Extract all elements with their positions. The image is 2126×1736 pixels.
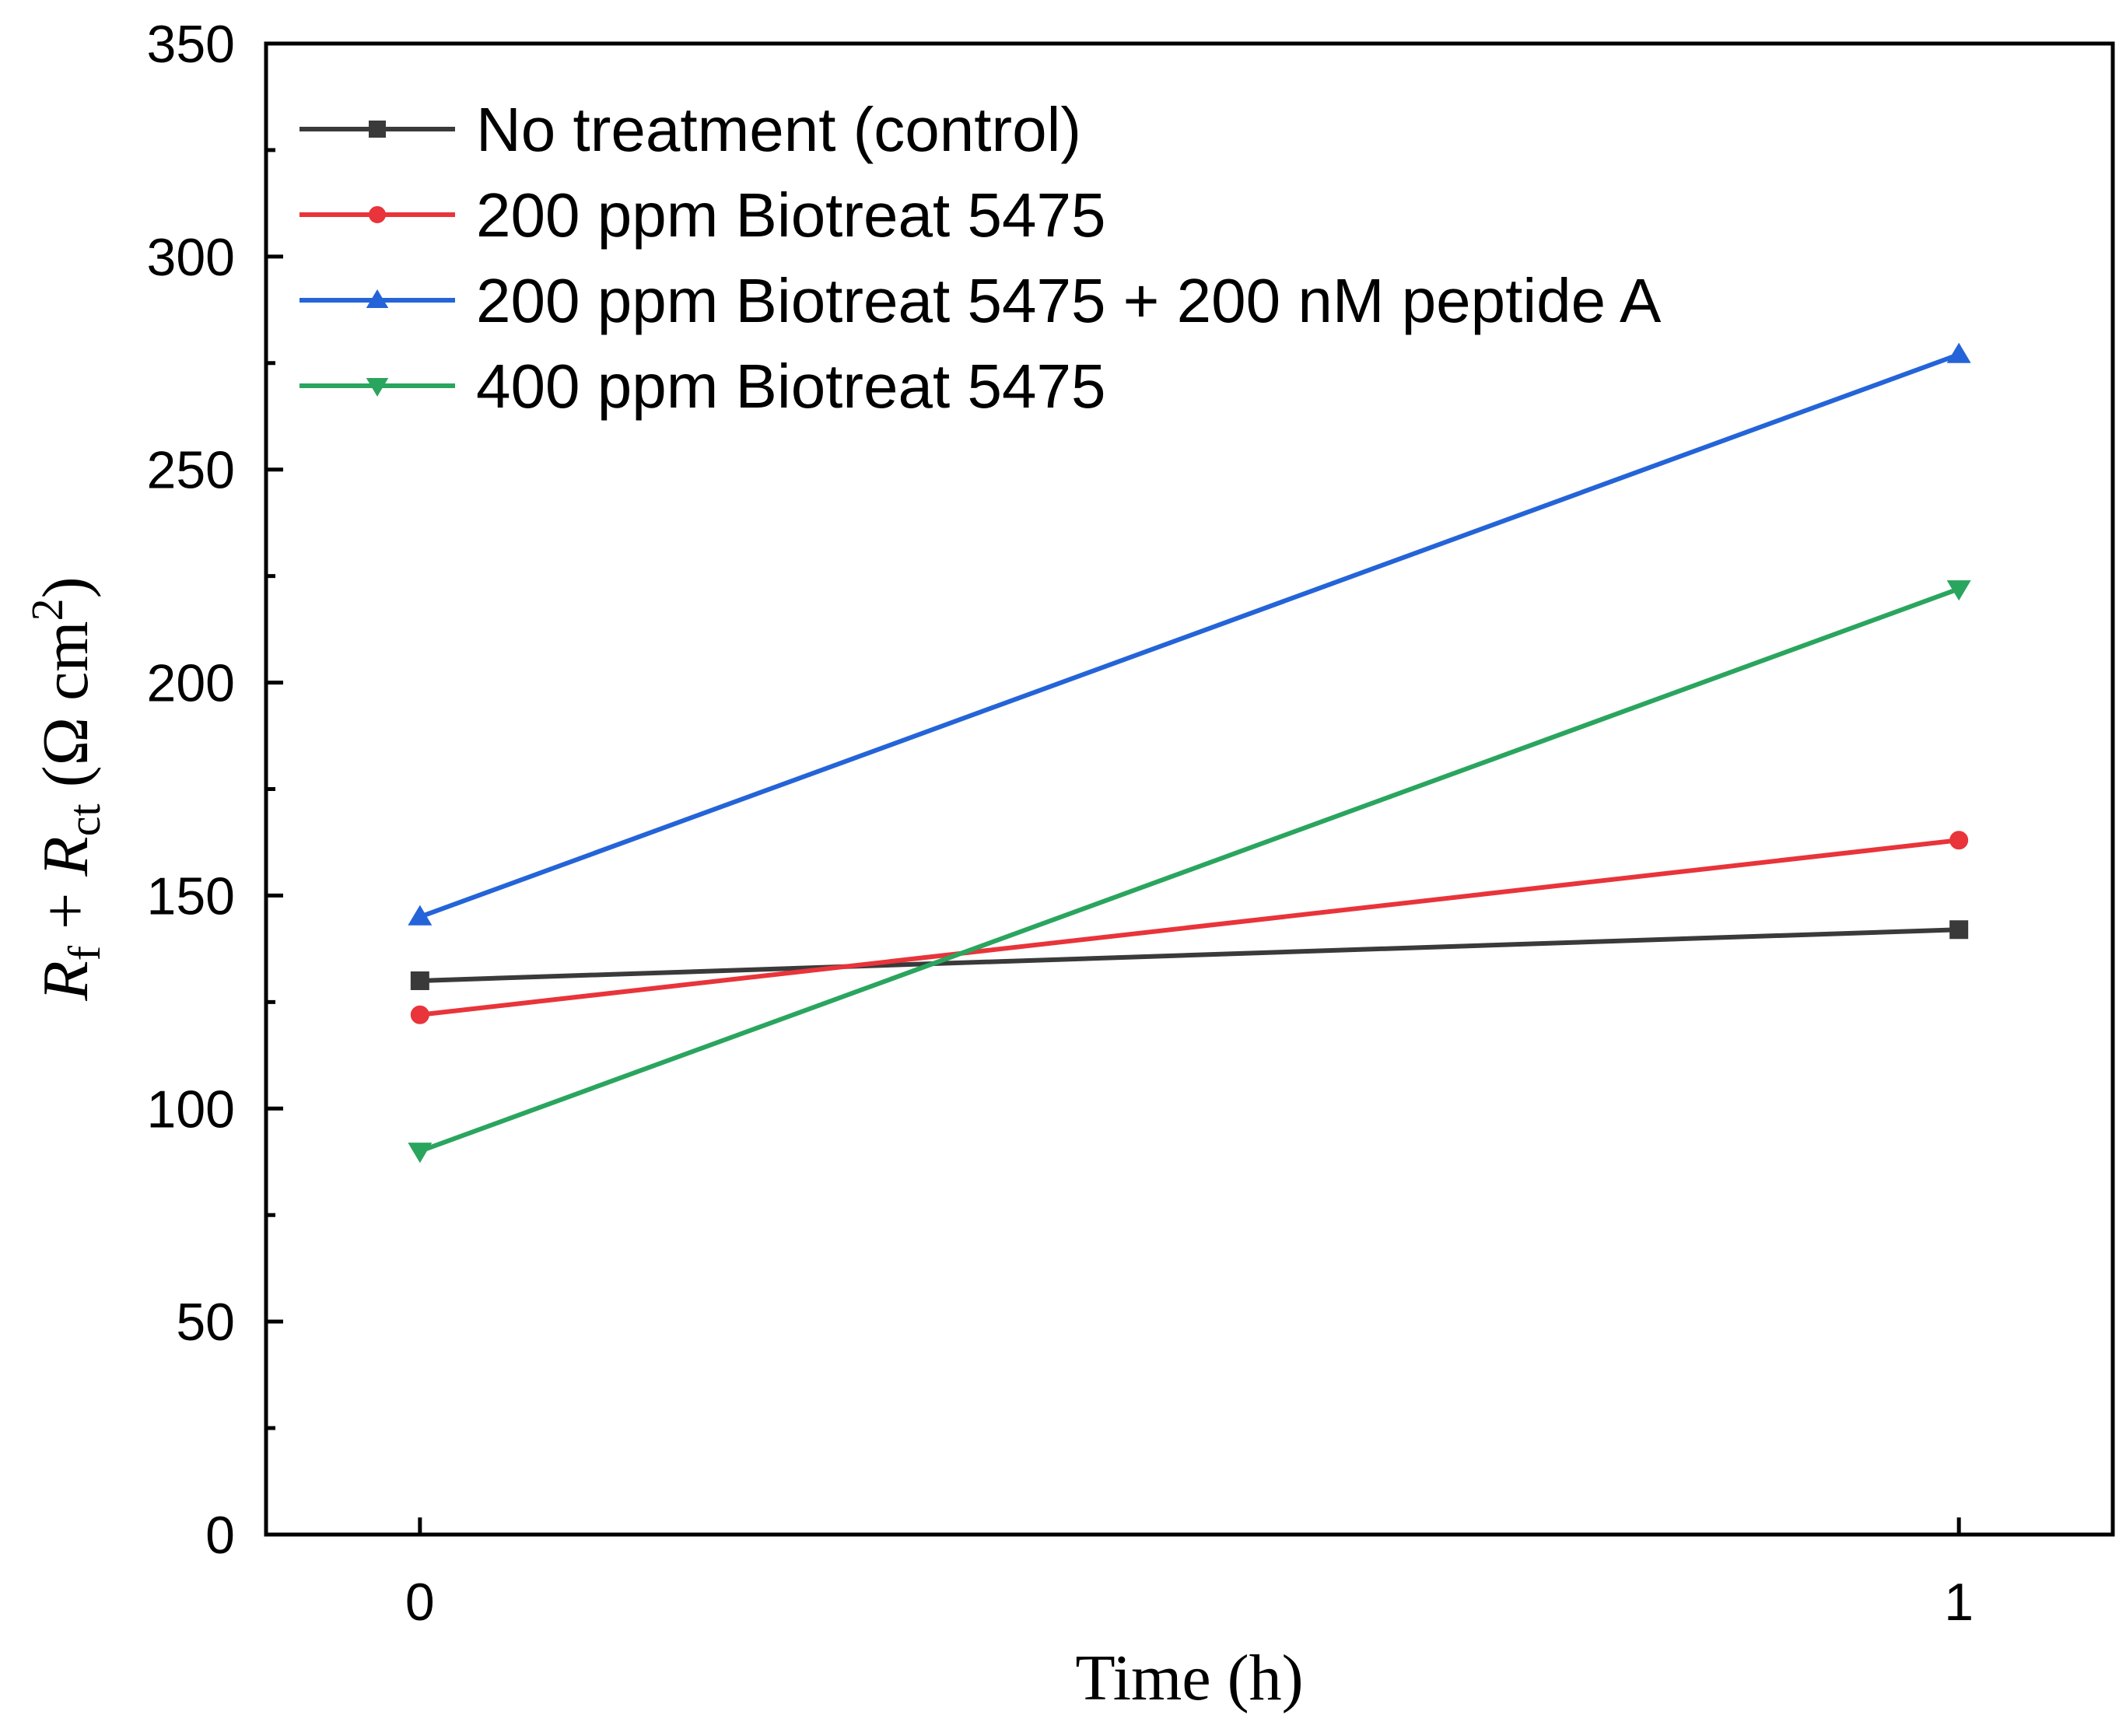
data-point — [1949, 920, 1969, 940]
legend-marker — [369, 121, 386, 138]
legend-label: 200 ppm Biotreat 5475 + 200 nM peptide A — [476, 266, 1662, 335]
y-axis-sub-f: f — [59, 945, 110, 961]
y-axis-symbol-r2: R — [30, 836, 102, 877]
legend-item: 200 ppm Biotreat 5475 + 200 nM peptide A — [299, 266, 1662, 335]
y-tick-label: 50 — [176, 1293, 235, 1352]
y-tick-label: 350 — [147, 15, 235, 74]
series-layer — [408, 342, 1971, 1164]
series-line — [419, 352, 1960, 919]
legend-item: No treatment (control) — [299, 95, 1081, 164]
data-point — [410, 1005, 429, 1024]
y-tick-label: 300 — [147, 228, 235, 287]
x-tick-label: 0 — [405, 1573, 435, 1632]
data-point — [1949, 831, 1969, 850]
legend-marker — [366, 378, 389, 397]
data-point — [408, 1143, 433, 1164]
legend-marker — [369, 206, 386, 223]
series-line — [419, 927, 1960, 983]
data-point — [410, 971, 429, 990]
series-line — [419, 838, 1960, 1017]
y-axis-unit-sup: 2 — [22, 598, 72, 621]
legend-marker — [366, 289, 389, 308]
legend-label: 400 ppm Biotreat 5475 — [476, 352, 1105, 421]
y-axis-unit: (Ω cm — [30, 621, 102, 803]
x-tick-label: 1 — [1944, 1573, 1974, 1632]
data-point — [1946, 342, 1971, 363]
series-3 — [408, 342, 1971, 926]
y-tick-label: 0 — [205, 1506, 235, 1565]
data-point — [1946, 580, 1971, 601]
legend-item: 400 ppm Biotreat 5475 — [299, 352, 1105, 421]
y-tick-label: 250 — [147, 441, 235, 500]
y-tick-label: 100 — [147, 1080, 235, 1139]
y-axis-plus: + — [30, 877, 102, 946]
y-axis-sub-ct: ct — [59, 803, 110, 836]
y-axis-title: Rf + Rct (Ω cm2) — [22, 576, 110, 1001]
y-axis: 0 50 100 150 200 250 300 350 — [147, 15, 283, 1565]
series-line — [419, 586, 1960, 1153]
legend: No treatment (control) 200 ppm Biotreat 5… — [299, 95, 1662, 421]
series-2 — [410, 831, 1969, 1024]
data-point — [408, 905, 433, 926]
series-4 — [408, 580, 1971, 1164]
legend-label: No treatment (control) — [476, 95, 1081, 164]
x-axis-title: Time (h) — [1075, 1642, 1303, 1714]
legend-item: 200 ppm Biotreat 5475 — [299, 180, 1105, 250]
y-axis-symbol-r: R — [30, 961, 102, 1001]
y-tick-label: 200 — [147, 654, 235, 713]
y-axis-unit-close: ) — [30, 576, 102, 598]
y-tick-label: 150 — [147, 866, 235, 926]
series-1 — [410, 920, 1969, 990]
legend-label: 200 ppm Biotreat 5475 — [476, 180, 1105, 250]
